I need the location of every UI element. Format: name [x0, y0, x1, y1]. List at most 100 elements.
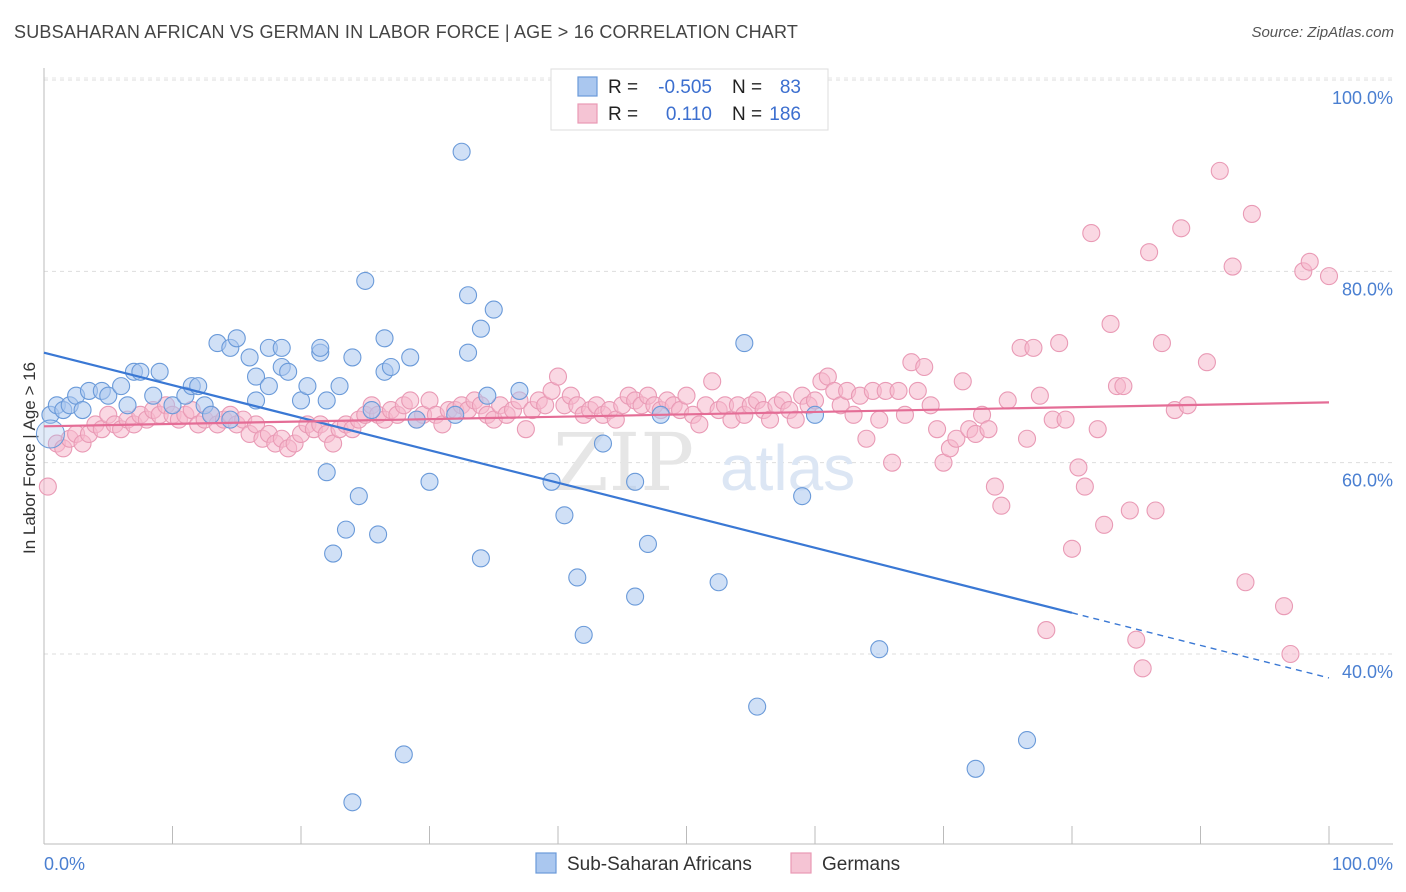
subsaharan-point — [240, 348, 259, 367]
x-tick-max: 100.0% — [1332, 854, 1393, 874]
subsaharan-point — [356, 271, 375, 290]
subsaharan-trend-line — [43, 351, 1073, 614]
subsaharan-point — [349, 487, 368, 506]
germans-points — [38, 161, 1339, 678]
subsaharan-point — [324, 544, 343, 563]
subsaharan-point — [362, 400, 381, 420]
bottom-legend-pink-swatch — [790, 852, 812, 874]
subsaharan-points — [35, 142, 1037, 812]
subsaharan-point — [394, 745, 413, 764]
germans-point — [1024, 338, 1043, 357]
germans-point — [1242, 204, 1261, 223]
subsaharan-point — [446, 405, 465, 424]
germans-point — [1082, 224, 1101, 243]
y-tick-labels: 100.0% 80.0% 60.0% 40.0% — [1332, 88, 1393, 682]
subsaharan-point — [375, 329, 394, 348]
subsaharan-point — [221, 410, 240, 429]
subsaharan-point — [369, 525, 388, 544]
subsaharan-point — [246, 367, 266, 386]
subsaharan-point — [279, 362, 298, 381]
subsaharan-point — [471, 549, 490, 568]
subsaharan-cluster-point — [35, 419, 65, 449]
germans-point — [1056, 410, 1075, 429]
germans-point — [38, 477, 57, 496]
germans-point — [1069, 458, 1088, 477]
germans-point — [1101, 314, 1120, 334]
subsaharan-point — [735, 334, 754, 353]
subsaharan-point — [381, 357, 401, 377]
trend-lines — [43, 351, 1330, 679]
germans-point — [1114, 377, 1133, 396]
germans-point — [883, 453, 902, 472]
watermark-zip: ZIP — [553, 416, 694, 509]
subsaharan-point — [870, 640, 889, 659]
subsaharan-point — [458, 343, 478, 362]
germans-point — [1075, 477, 1094, 496]
subsaharan-point — [202, 405, 221, 424]
subsaharan-point — [471, 319, 490, 338]
bottom-legend-blue-label: Sub-Saharan Africans — [567, 854, 752, 875]
subsaharan-point — [343, 348, 362, 367]
germans-point — [786, 410, 805, 429]
germans-point — [1030, 386, 1049, 405]
germans-point — [947, 429, 966, 448]
subsaharan-point — [163, 396, 182, 415]
subsaharan-point — [311, 338, 330, 357]
bottom-legend: Sub-Saharan Africans Germans — [535, 852, 900, 875]
germans-point — [889, 381, 908, 400]
subsaharan-point — [259, 377, 278, 396]
germans-point — [703, 372, 722, 391]
legend-blue-n-value: 83 — [780, 77, 801, 98]
germans-point — [1300, 252, 1319, 271]
subsaharan-point — [1017, 731, 1037, 750]
germans-point — [1152, 334, 1171, 353]
germans-point — [1223, 257, 1242, 276]
subsaharan-point — [638, 534, 658, 554]
subsaharan-point — [568, 568, 587, 587]
germans-point — [1037, 621, 1056, 640]
germans-point — [998, 391, 1017, 410]
germans-point — [1236, 573, 1255, 592]
subsaharan-point — [484, 300, 503, 319]
subsaharan-point — [458, 286, 478, 305]
subsaharan-point — [478, 386, 497, 405]
subsaharan-point — [150, 362, 169, 381]
germans-point — [1127, 630, 1146, 649]
bottom-legend-pink-label: Germans — [822, 854, 900, 875]
germans-trend-line — [43, 401, 1330, 428]
germans-point — [895, 405, 915, 424]
subsaharan-point — [343, 793, 362, 812]
germans-point — [516, 420, 535, 439]
subsaharan-point — [317, 391, 336, 410]
subsaharan-point — [272, 338, 291, 357]
subsaharan-point — [452, 142, 471, 161]
legend-pink-r-value: 0.110 — [666, 104, 712, 125]
germans-point — [953, 372, 972, 391]
germans-point — [915, 357, 934, 377]
germans-point — [928, 420, 947, 439]
germans-point — [1172, 219, 1191, 238]
germans-point — [1197, 353, 1216, 372]
chart-title: SUBSAHARAN AFRICAN VS GERMAN IN LABOR FO… — [14, 22, 799, 42]
germans-point — [1140, 243, 1159, 262]
subsaharan-point — [510, 381, 529, 400]
y-tick-label: 100.0% — [1332, 88, 1393, 108]
subsaharan-point — [317, 463, 336, 482]
y-tick-label: 60.0% — [1342, 471, 1393, 491]
germans-point — [1133, 659, 1152, 678]
legend-pink-n-value: 186 — [769, 104, 801, 125]
germans-point — [844, 405, 863, 424]
germans-point — [677, 386, 696, 405]
germans-point — [1146, 501, 1165, 520]
grid-lines — [44, 77, 1393, 655]
subsaharan-point — [626, 587, 645, 606]
subsaharan-point — [626, 472, 645, 491]
subsaharan-point — [330, 377, 349, 396]
subsaharan-point — [227, 329, 246, 348]
legend-pink-r-label: R = — [608, 104, 638, 125]
source-label: Source: ZipAtlas.com — [1251, 24, 1394, 41]
subsaharan-point — [574, 625, 593, 644]
germans-point — [1319, 267, 1339, 286]
germans-point — [979, 420, 998, 439]
